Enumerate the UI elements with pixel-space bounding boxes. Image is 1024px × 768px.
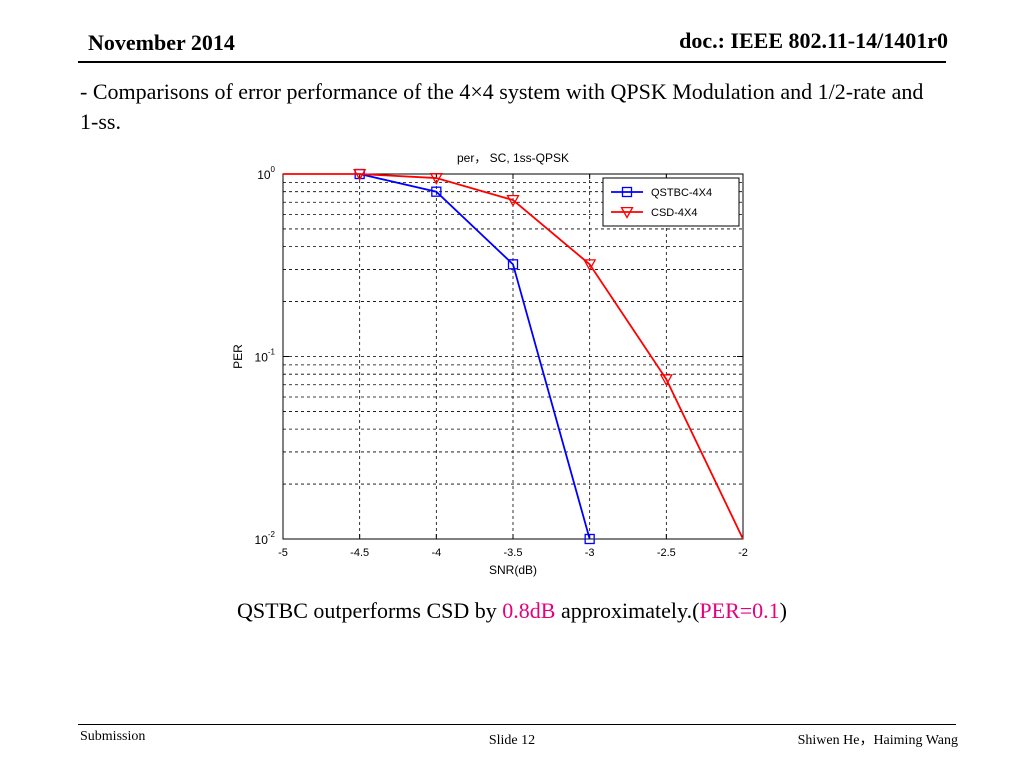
conclusion-middle: approximately.( — [555, 598, 700, 623]
x-tick-label: -4 — [431, 547, 441, 559]
y-tick-label: 10-2 — [255, 530, 276, 547]
footer-rule — [78, 724, 956, 725]
data-point — [583, 259, 597, 272]
y-axis-label: PER — [231, 344, 245, 369]
conclusion-gain: 0.8dB — [502, 598, 556, 623]
footer-slide-number: Slide 12 — [488, 733, 536, 748]
header-rule — [78, 61, 946, 63]
y-tick-exponent: 0 — [271, 165, 276, 174]
legend: QSTBC-4X4 CSD-4X4 — [602, 177, 740, 227]
series-csd-4x4 — [283, 168, 744, 540]
footer-submission: Submission — [80, 729, 146, 744]
data-point — [620, 206, 634, 219]
y-tick-exponent: -1 — [268, 348, 276, 357]
data-point — [621, 186, 633, 198]
y-tick-base: 10 — [255, 533, 269, 547]
x-tick-label: -2.5 — [657, 547, 676, 559]
x-tick-label: -3 — [585, 547, 595, 559]
legend-label: QSTBC-4X4 — [651, 187, 712, 199]
conclusion-prefix: QSTBC outperforms CSD by — [237, 598, 503, 623]
conclusion-per: PER=0.1 — [699, 598, 780, 623]
data-point — [507, 259, 519, 270]
legend-label: CSD-4X4 — [651, 207, 697, 219]
y-tick-base: 10 — [255, 351, 269, 365]
data-point — [429, 173, 443, 185]
x-tick-label: -3.5 — [504, 547, 523, 559]
y-tick-label: 10-1 — [255, 348, 276, 365]
y-tick-base: 10 — [257, 168, 271, 182]
conclusion-text: QSTBC outperforms CSD by 0.8dB approxima… — [0, 598, 1024, 624]
x-tick-label: -2 — [738, 547, 748, 559]
data-point — [353, 168, 367, 181]
legend-box — [602, 177, 740, 227]
series-line — [359, 173, 591, 540]
y-tick-label: 100 — [257, 165, 275, 182]
x-tick-label: -5 — [278, 547, 288, 559]
x-tick-label: -4.5 — [350, 547, 369, 559]
data-point — [506, 194, 520, 207]
series-line — [283, 173, 744, 540]
header-doc-id: doc.: IEEE 802.11-14/1401r0 — [679, 28, 948, 53]
intro-text: - Comparisons of error performance of th… — [80, 79, 924, 134]
footer-authors: Shiwen He，Haiming Wang — [797, 733, 958, 748]
chart-title: per， SC, 1ss-QPSK — [457, 151, 569, 165]
header-date: November 2014 — [88, 30, 235, 55]
data-point — [584, 533, 595, 545]
data-point — [431, 186, 442, 197]
data-point — [659, 374, 673, 387]
conclusion-suffix: ) — [779, 598, 787, 623]
y-tick-exponent: -2 — [268, 530, 276, 539]
x-axis-label: SNR(dB) — [489, 563, 537, 577]
